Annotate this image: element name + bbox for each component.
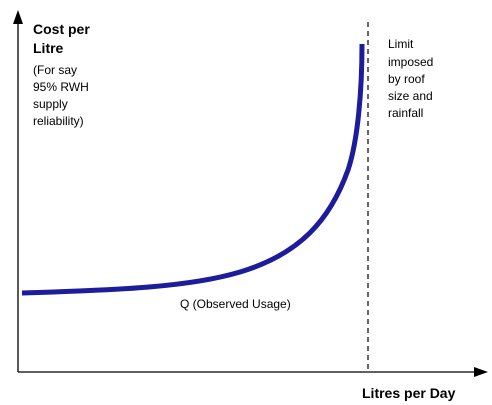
x-axis-title: Litres per Day <box>362 385 456 401</box>
y-axis-title: Litre <box>33 40 64 56</box>
limit-annotation: by roof <box>388 72 425 86</box>
limit-annotation: Limit <box>388 37 414 51</box>
y-axis-note: reliability) <box>33 114 84 128</box>
cost-curve <box>21 43 365 296</box>
x-axis-arrow <box>474 367 488 377</box>
limit-annotation: size and <box>388 89 433 103</box>
curve-label: Q (Observed Usage) <box>180 297 291 311</box>
y-axis-title: Cost per <box>33 21 90 37</box>
y-axis-note: 95% RWH <box>33 80 89 94</box>
y-axis-arrow <box>13 10 23 24</box>
y-axis-note: supply <box>33 97 68 111</box>
limit-annotation: imposed <box>388 55 433 69</box>
limit-annotation: rainfall <box>388 106 423 120</box>
y-axis-note: (For say <box>33 63 77 77</box>
